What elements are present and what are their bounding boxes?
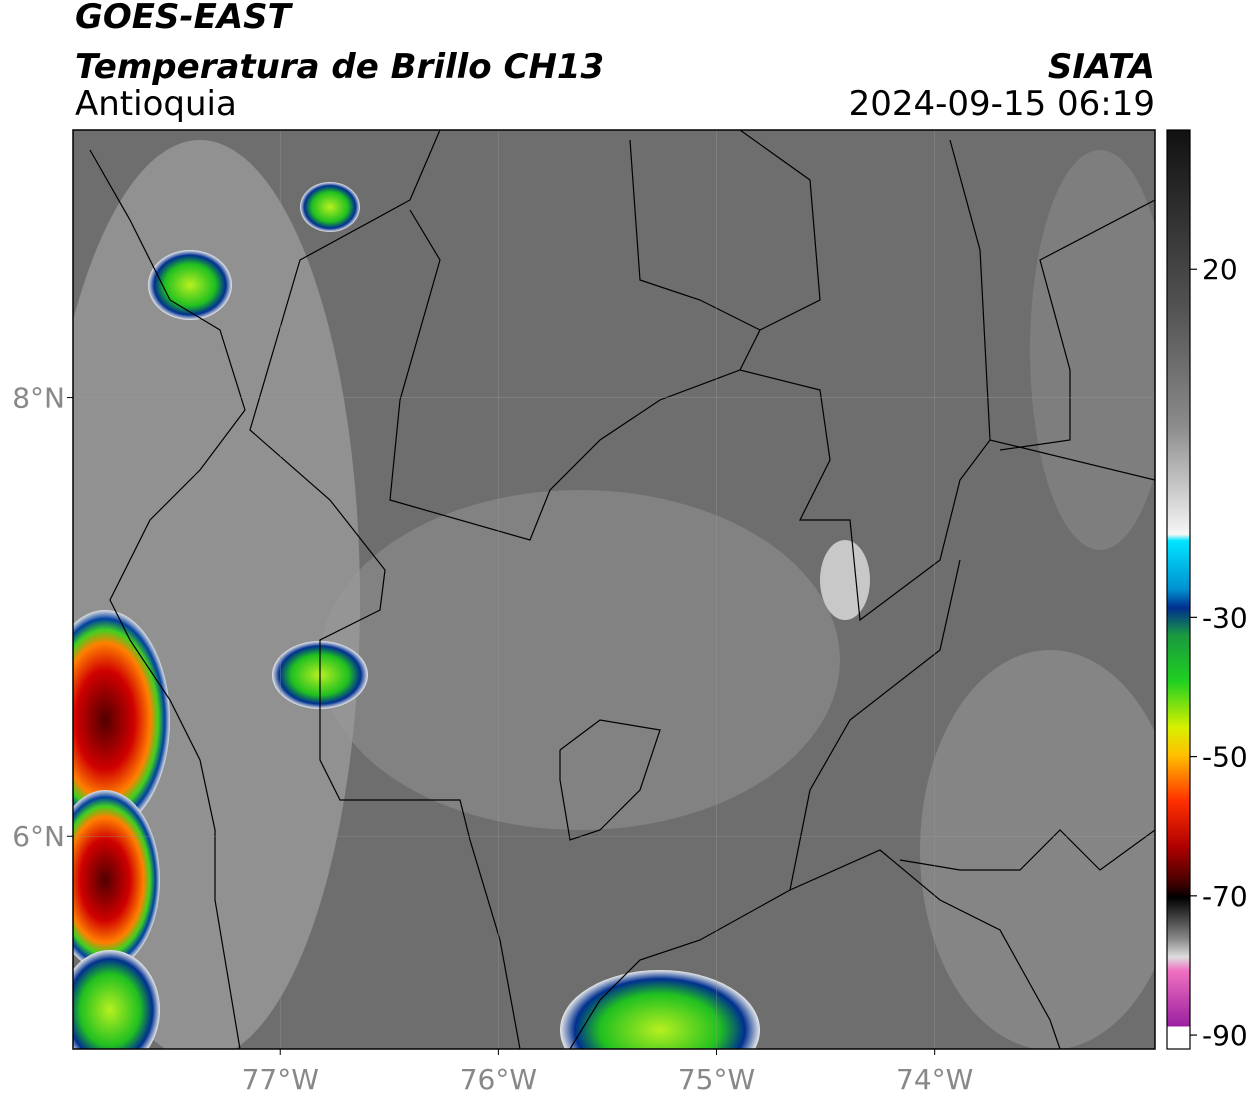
cloud-bright: [820, 540, 870, 620]
cloud-haze: [1030, 150, 1155, 550]
title: GOES-EAST: [75, 0, 294, 37]
storm-cell: [148, 250, 232, 320]
y-tick-label: 6°N: [12, 820, 65, 853]
storm-cell: [73, 790, 160, 970]
colorbar: [1166, 129, 1191, 1050]
timestamp: 2024-09-15 06:19: [849, 84, 1155, 124]
cloud-haze: [920, 650, 1155, 1049]
colorbar-ticks: 20 -30 -50 -70 -90: [1190, 253, 1248, 1052]
y-tick-label: 8°N: [12, 382, 65, 415]
x-tick-label: 76°W: [460, 1063, 537, 1096]
colorbar-tick-label: -50: [1202, 741, 1248, 774]
source: SIATA: [1048, 47, 1155, 87]
region: Antioquia: [75, 84, 237, 124]
colorbar-tick-label: -30: [1202, 601, 1248, 634]
x-tick-label: 74°W: [896, 1063, 973, 1096]
x-tick-label: 77°W: [242, 1063, 319, 1096]
storm-cell: [73, 950, 160, 1049]
colorbar-tick-label: -70: [1202, 880, 1248, 913]
x-tick-label: 75°W: [678, 1063, 755, 1096]
colorbar-tick-label: -90: [1202, 1019, 1248, 1052]
map-image: [73, 130, 1155, 1049]
cloud-haze: [320, 490, 840, 830]
colorbar-tick-label: 20: [1202, 253, 1238, 286]
boundaries: [89, 130, 1155, 1049]
storm-cell: [73, 610, 170, 830]
graticule: 77°W 76°W 75°W 74°W 8°N 6°N: [12, 130, 1155, 1096]
map-frame: [72, 129, 1156, 1050]
storm-cell: [300, 182, 360, 232]
product: Temperatura de Brillo CH13: [75, 47, 604, 87]
